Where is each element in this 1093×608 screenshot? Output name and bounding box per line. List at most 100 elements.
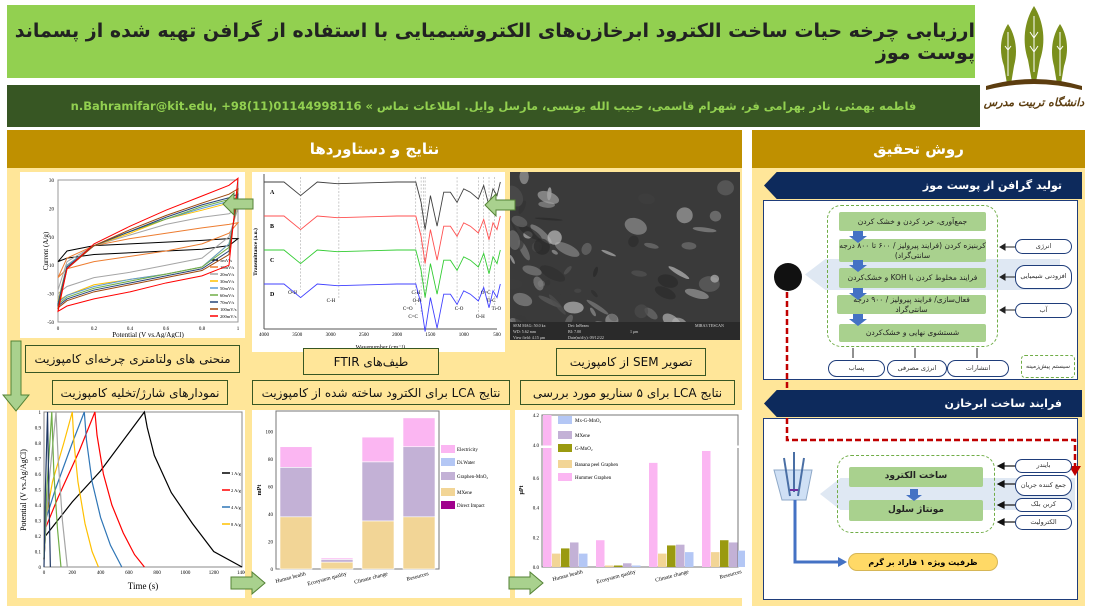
legend-label: MXene <box>575 434 591 439</box>
y-tick-label: 0.5 <box>35 489 42 494</box>
electrochemical-cell-icon <box>773 452 813 501</box>
legend-label: 2 A/g <box>231 488 242 493</box>
legend-swatch <box>558 416 572 424</box>
y-tick-label: 0.9 <box>35 427 42 432</box>
sem-particle <box>592 266 599 278</box>
sem-particle <box>511 215 528 228</box>
annotation-label: O-H <box>288 291 297 296</box>
y-tick-label: 0.1 <box>35 551 42 556</box>
legend-label: 1 A/g <box>231 471 242 476</box>
bar-MXene <box>361 520 395 570</box>
sem-particle <box>510 220 519 235</box>
bar-Electricity <box>361 436 395 463</box>
gcd-curve <box>43 411 145 568</box>
sem-particle <box>522 265 542 276</box>
sem-info-text: View field: 4.15 μm <box>513 335 546 340</box>
x-tick-label: 800 <box>153 571 161 576</box>
input-electrolyte: الکترولیت <box>1015 515 1072 530</box>
x-tick-label: 0.2 <box>91 327 98 332</box>
output-emissions: انتشارات <box>947 360 1009 377</box>
x-tick-label: 1200 <box>209 571 220 576</box>
bar-Hummer Graphen <box>649 462 658 567</box>
sem-particle <box>631 270 647 277</box>
sem-particle <box>510 312 515 326</box>
sem-info-text: 1 μm <box>630 329 639 334</box>
x-tick-label: 0 <box>43 571 46 576</box>
y-tick-label: 60 <box>268 486 274 491</box>
sem-particle <box>709 210 722 222</box>
y-tick-label: 10 <box>49 236 55 241</box>
lca-scenarios-chart: 0.0 0.2 0.4 0.6 4.0 4.2 μPt Human health Ecosyst… <box>515 410 745 598</box>
x-tick-label: 0 <box>57 327 60 332</box>
caption-lca-scenarios: نتایج LCA برای ۵ سناریو مورد بررسی <box>520 380 735 405</box>
category-label: Resources <box>719 569 742 581</box>
graphene-product-icon <box>774 263 802 291</box>
arrow-left-icon <box>484 193 516 217</box>
y-axis-label: Transmittance (a.u.) <box>252 228 259 276</box>
y-tick-label: 0.6 <box>35 473 42 478</box>
bar-G-MnO₂ <box>561 548 570 567</box>
legend-label: Electricity <box>457 448 478 453</box>
bar-Electricity <box>279 446 313 468</box>
down-arrows-icon <box>849 231 867 326</box>
x-tick-label: 4000 <box>259 333 270 338</box>
x-tick-label: 400 <box>97 571 105 576</box>
y-tick-label: 4.0 <box>533 444 540 449</box>
category-label: Human health <box>552 569 584 583</box>
bar-Hummer Graphen <box>702 450 711 567</box>
sem-particle <box>537 284 564 297</box>
legend-swatch <box>441 501 455 509</box>
x-tick-label: 1500 <box>425 333 436 338</box>
bar-MXene <box>623 563 632 567</box>
sem-info-bar <box>510 322 740 340</box>
bar-Banana peel Graphen <box>552 553 561 567</box>
sem-particle <box>530 224 552 244</box>
spectrum-label: D <box>270 292 275 298</box>
legend-label: Graphen-MnO₂ <box>457 475 488 480</box>
sem-particle <box>654 286 676 300</box>
y-axis-label: mPt <box>257 485 263 496</box>
legend-swatch <box>558 473 572 481</box>
sem-particle <box>638 193 655 205</box>
bar-Mx-G-MnO₂ <box>738 550 745 567</box>
legend-label: 50mV/s <box>220 286 235 291</box>
x-tick-label: 2500 <box>359 333 370 338</box>
methods-heading: روش تحقیق <box>752 130 1085 168</box>
gcd-curve <box>43 410 243 568</box>
y-axis-label: μPt <box>519 485 525 494</box>
sem-particle <box>574 288 582 293</box>
y-tick-label: -50 <box>47 321 54 326</box>
legend-swatch <box>441 472 455 480</box>
gcd-curve <box>43 411 68 568</box>
sem-particle <box>644 242 659 249</box>
bar-Banana peel Graphen <box>658 553 667 567</box>
legend-label: 100mV/s <box>220 307 237 312</box>
cv-loop-5mV/s <box>57 238 240 263</box>
logo-text: دانشگاه تربیت مدرس <box>983 96 1085 109</box>
legend-label: 10mV/s <box>220 265 235 270</box>
bar-Graphen-MnO₂ <box>361 461 395 522</box>
legend-label: Mx-G-MnO₂ <box>575 419 601 424</box>
y-tick-label: 1 <box>39 411 42 416</box>
bar-G-MnO₂ <box>720 540 729 567</box>
y-tick-label: 0 <box>271 568 274 573</box>
step-wash-dry: شستشوی نهایی و خشک‌کردن <box>839 324 986 342</box>
legend-label: 70mV/s <box>220 300 235 305</box>
legend-label: 8 A/g <box>231 522 242 527</box>
output-energy-used: انرژی مصرفی <box>887 360 947 377</box>
spectrum-C <box>264 249 501 298</box>
legend-swatch <box>441 488 455 496</box>
caption-gcd: نمودارهای شارژ/تخلیه کامپوزیت <box>52 380 228 405</box>
y-tick-label: 100 <box>266 431 274 436</box>
arrow-down-icon <box>2 340 30 412</box>
category-label: Human health <box>275 571 307 585</box>
annotation-label: C-H <box>327 299 336 304</box>
bar-Graphen-MnO₂ <box>320 559 354 563</box>
sem-particle <box>533 238 550 255</box>
annotation-label: C=O <box>403 307 413 312</box>
sem-particle <box>537 190 560 204</box>
sem-particle <box>513 292 533 307</box>
sem-info-text: SEM MAG: 50.0 kx <box>513 323 546 328</box>
x-axis-label: Wavenumber (cm⁻¹) <box>356 344 406 351</box>
y-tick-label: 0.4 <box>533 507 540 512</box>
